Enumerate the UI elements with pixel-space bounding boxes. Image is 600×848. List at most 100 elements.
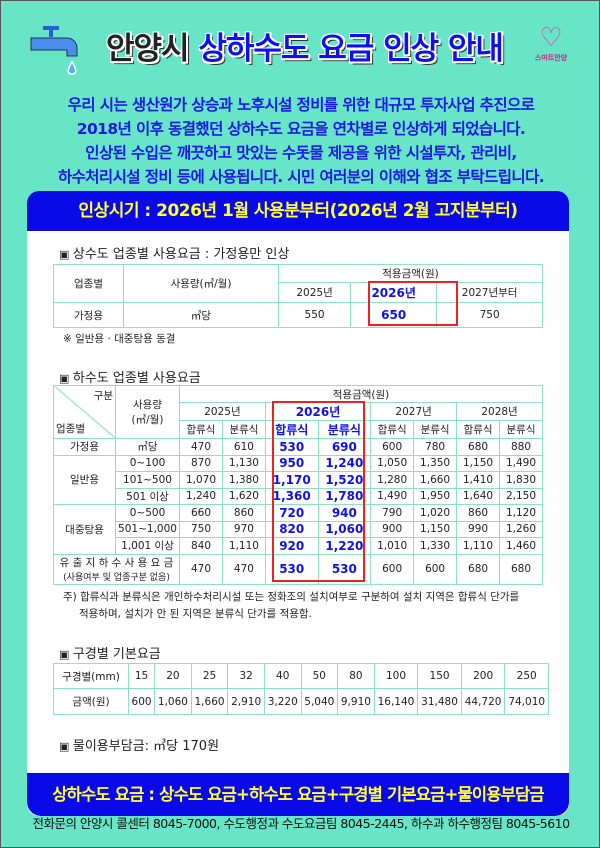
table-cell: 80 — [337, 663, 375, 689]
table-cell: 470 — [179, 553, 223, 585]
table-cell: 150 — [417, 663, 462, 689]
table-cell: 31,480 — [417, 688, 462, 715]
table-cell: 1,110 — [456, 537, 501, 555]
groundwater-label: 유 출 지 하 수 사 용 요 금 (사용여부 및 업종구분 없음) — [53, 553, 180, 585]
table-cell: 1,220 — [317, 537, 372, 555]
header-label: 업종별 — [56, 423, 85, 435]
table-row: 구경별(mm) 15 20 25 32 40 50 80 100 150 200 250 — [53, 663, 549, 689]
table-cell: 1,150 — [413, 520, 458, 538]
header-cell: 적용금액(원) — [179, 385, 543, 403]
table-cell: 1,170 — [264, 471, 319, 489]
table-cell: 1,110 — [221, 537, 266, 555]
intro-line: 2018년 이후 동결했던 상하수도 요금을 연차별로 인상하게 되었습니다. — [76, 120, 526, 138]
table-cell: 720 — [264, 504, 319, 522]
diagonal-header: 구분 업종별 — [53, 385, 116, 439]
table-cell: 16,140 — [373, 688, 419, 715]
table-row: 501~1,000 750 970 820 1,060 900 1,150 990 1,260 — [54, 520, 543, 538]
table-cell: 860 — [456, 504, 501, 522]
table-cell: 940 — [317, 504, 372, 522]
contact-footer: 전화문의 안양시 콜센터 8045-7000, 수도행정과 수도요금팀 8045… — [32, 816, 570, 831]
table-cell: 40 — [263, 663, 302, 689]
table-cell: 1,330 — [413, 537, 458, 555]
table-cell: 1,050 — [370, 454, 415, 472]
table-cell: 가정용 — [53, 302, 124, 328]
year-header: 2028년 — [456, 402, 543, 421]
table-cell: 1,640 — [456, 487, 501, 505]
water-section-title: 상수도 업종별 사용요금 : 가정용만 인상 — [59, 243, 289, 262]
table-cell: 550 — [277, 302, 352, 328]
type-header: 합류식 — [370, 420, 415, 439]
table-cell: 1,060 — [317, 520, 372, 538]
table-cell: 1,490 — [499, 454, 543, 472]
intro-line: 우리 시는 생산원가 상승과 노후시설 정비를 위한 대규모 투자사업 추진으로 — [67, 96, 535, 114]
table-cell: 900 — [370, 520, 415, 538]
table-cell: 600 — [127, 688, 156, 715]
table-cell: 501~1,000 — [115, 520, 180, 538]
table-cell: 870 — [179, 454, 223, 472]
header-cell: 사용량(㎥/월) — [123, 264, 279, 303]
category-cell: 가정용 — [53, 438, 116, 456]
sewer-section-title: 하수도 업종별 사용요금 — [59, 367, 201, 386]
formula-banner: 상하수도 요금 : 상수도 요금+하수도 요금+구경별 기본요금+물이용부담금 — [27, 773, 569, 816]
table-row: 대중탕용 0~500 660 860 720 940 790 1,020 860 1,120 — [53, 504, 543, 555]
table-cell: 1,240 — [317, 454, 372, 472]
water-rate-table: 업종별 사용량(㎥/월) 적용금액(원) 2025년 2026년 2027년부터 가정용 ㎥당… — [53, 264, 543, 328]
table-row: 501 이상 1,240 1,620 1,360 1,780 1,490 1,950 1,64… — [54, 487, 543, 505]
table-cell: 1,010 — [370, 537, 415, 555]
intro-line: 인상된 수입은 깨끗하고 맛있는 수돗물 제공을 위한 시설투자, 관리비, — [85, 144, 517, 162]
table-cell: ㎥당 — [123, 302, 279, 328]
table-cell: 32 — [227, 663, 265, 689]
table-cell: 1,260 — [499, 520, 543, 538]
title-main: 상하수도 요금 인상 안내 — [198, 31, 504, 67]
table-cell: 470 — [179, 438, 223, 456]
type-header: 분류식 — [499, 420, 543, 439]
table-cell: 600 — [370, 553, 415, 585]
table-cell: 1,520 — [317, 471, 372, 489]
table-row: 유 출 지 하 수 사 용 요 금 (사용여부 및 업종구분 없음) 470 470 5… — [53, 553, 543, 585]
type-header: 합류식 — [456, 420, 501, 439]
year-header: 2027년 — [370, 402, 458, 421]
table-cell: 9,910 — [337, 688, 375, 715]
water-note: ※ 일반용 · 대중탕용 동결 — [63, 333, 176, 345]
table-row: 금액(원) 600 1,060 1,660 2,910 3,220 5,040 9,910 16… — [53, 688, 549, 715]
type-header: 합류식 — [179, 420, 223, 439]
table-row: 일반용 0~100 870 1,130 950 1,240 1,050 1,350 1,150 1… — [53, 454, 543, 505]
table-cell: 1,660 — [413, 471, 458, 489]
table-cell: 750 — [179, 520, 223, 538]
table-cell: 15 — [127, 663, 156, 689]
faucet-icon — [29, 26, 89, 90]
table-cell: 750 — [436, 302, 543, 328]
table-cell: 1,280 — [370, 471, 415, 489]
table-cell: 501 이상 — [115, 487, 180, 505]
table-cell: 1,830 — [499, 471, 543, 489]
meter-fee-table: 구경별(mm) 15 20 25 32 40 50 80 100 150 200 250 금액(원) 60… — [53, 663, 549, 715]
title-city: 안양시 — [106, 31, 190, 67]
intro-text: 우리 시는 생산원가 상승과 노후시설 정비를 위한 대규모 투자사업 추진으로… — [31, 93, 571, 189]
table-cell: 790 — [370, 504, 415, 522]
table-cell: 680 — [456, 553, 501, 585]
table-cell: 250 — [504, 663, 549, 689]
table-row: 가정용 ㎥당 550 650 750 — [53, 302, 543, 328]
table-row: 가정용 ㎥당 470 610 530 690 600 780 680 880 — [53, 438, 543, 456]
type-header: 분류식 — [221, 420, 266, 439]
table-cell: 1,410 — [456, 471, 501, 489]
label-line: (사용여부 및 업종구분 없음) — [63, 573, 170, 583]
table-cell: 970 — [221, 520, 266, 538]
table-cell: 1,020 — [413, 504, 458, 522]
type-header: 분류식 — [317, 420, 372, 439]
header-cell: 적용금액(원) — [278, 264, 543, 283]
table-cell: 101~500 — [115, 471, 180, 489]
header-cell: 사용량 (㎥/월) — [115, 385, 180, 439]
note-line: 적용하며, 설치가 안 된 지역은 분류식 단가를 적용함. — [79, 608, 312, 620]
type-header: 합류식 — [264, 420, 319, 439]
table-cell: 600 — [370, 438, 415, 456]
table-cell: 5,040 — [300, 688, 339, 715]
table-cell: 880 — [499, 438, 543, 456]
table-cell: 0~100 — [115, 454, 180, 472]
table-cell: 200 — [460, 663, 506, 689]
table-cell: 1,950 — [413, 487, 458, 505]
table-cell: 1,360 — [264, 487, 319, 505]
table-cell: 530 — [264, 438, 319, 456]
header-cell: 금액(원) — [53, 688, 129, 715]
table-cell: 1,060 — [154, 688, 192, 715]
